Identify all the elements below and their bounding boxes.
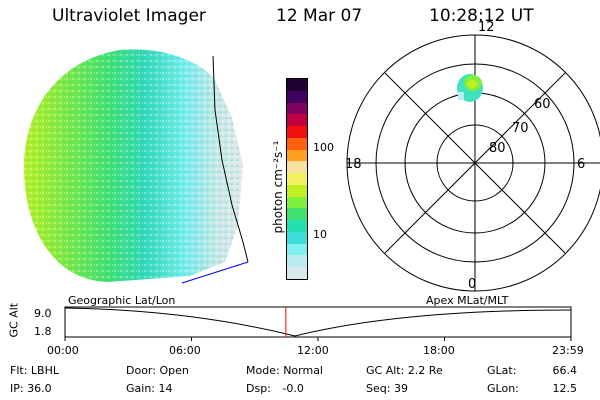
colorbar-swatch <box>287 78 307 91</box>
colorbar-swatch <box>287 231 307 244</box>
mlt-label-18: 18 <box>345 157 362 172</box>
colorbar-swatch <box>287 196 307 209</box>
colorbar-swatch <box>287 173 307 185</box>
timeline-tick-0600: 06:00 <box>169 344 201 357</box>
lat-label-70: 70 <box>512 121 529 136</box>
colorbar-swatch <box>287 243 307 256</box>
mlt-label-6: 6 <box>577 157 586 172</box>
timeline-ymin: 1.8 <box>34 325 52 338</box>
colorbar-swatch <box>287 114 307 127</box>
timeline-left-label: Geographic Lat/Lon <box>68 294 176 307</box>
status-flt: Flt: LBHL <box>10 364 59 377</box>
colorbar-swatch <box>287 161 307 174</box>
status-flt-value: LBHL <box>30 364 59 377</box>
colorbar-swatch <box>287 90 307 103</box>
status-door: Door: Open <box>126 364 189 377</box>
status-dsp: Dsp: -0.0 <box>246 382 304 395</box>
aurora-blob <box>457 74 483 102</box>
colorbar-tick-10: 10 <box>313 228 327 241</box>
timeline-ymax: 9.0 <box>34 307 52 320</box>
mlt-label-0: 0 <box>468 277 477 292</box>
status-seq: Seq: 39 <box>366 382 408 395</box>
status-mode: Mode: Normal <box>246 364 323 377</box>
status-gc-alt: GC Alt: 2.2 Re <box>366 364 443 377</box>
status-dsp-value: -0.0 <box>282 382 304 395</box>
colorbar <box>286 78 308 280</box>
timeline-right-label: Apex MLat/MLT <box>426 294 509 307</box>
colorbar-swatch <box>287 255 307 268</box>
polar-diagonal-2 <box>384 72 566 254</box>
status-gc-alt-value: 2.2 Re <box>407 364 443 377</box>
colorbar-tick-100: 100 <box>313 141 334 154</box>
terminator-line <box>212 55 249 263</box>
timeline-tick-1800: 18:00 <box>423 344 455 357</box>
lat-label-80: 80 <box>489 141 506 156</box>
mlt-label-12: 12 <box>478 20 495 35</box>
status-mode-value: Normal <box>283 364 323 377</box>
status-seq-value: 39 <box>393 382 408 395</box>
time-label: 10:28:12 UT <box>429 6 534 26</box>
colorbar-swatch <box>287 184 307 197</box>
lat-label-60: 60 <box>534 97 551 112</box>
altitude-curve <box>64 307 572 337</box>
limb-line <box>181 261 249 284</box>
status-glat: GLat: 66.4 <box>487 364 577 377</box>
status-glon-value: 12.5 <box>552 382 578 395</box>
date-label: 12 Mar 07 <box>276 6 363 26</box>
colorbar-swatch <box>287 137 307 150</box>
status-gain-value: 14 <box>158 382 173 395</box>
status-door-value: Open <box>159 364 189 377</box>
status-glat-value: 66.4 <box>552 364 578 377</box>
colorbar-swatch <box>287 267 307 279</box>
colorbar-swatch <box>287 220 307 232</box>
colorbar-swatch <box>287 208 307 221</box>
timeline-tick-0000: 00:00 <box>47 344 79 357</box>
timeline-tick-1200: 12:00 <box>297 344 329 357</box>
earth-disk-image <box>23 49 243 282</box>
timeline-tick-2359: 23:59 <box>552 344 584 357</box>
status-glon: GLon: 12.5 <box>487 382 577 395</box>
instrument-title: Ultraviolet Imager <box>52 6 206 26</box>
status-ip-value: 36.0 <box>27 382 52 395</box>
colorbar-swatch <box>287 126 307 138</box>
colorbar-swatch <box>287 102 307 115</box>
colorbar-swatch <box>287 149 307 162</box>
status-gain: Gain: 14 <box>126 382 173 395</box>
status-ip: IP: 36.0 <box>10 382 52 395</box>
